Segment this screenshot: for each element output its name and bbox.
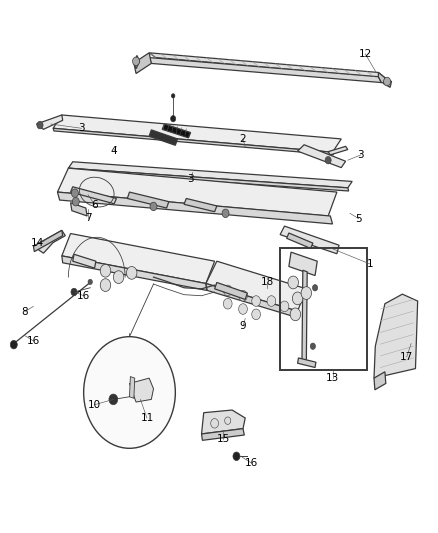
Text: 7: 7 bbox=[85, 213, 92, 223]
Polygon shape bbox=[127, 192, 169, 208]
Polygon shape bbox=[162, 124, 191, 138]
Polygon shape bbox=[33, 230, 63, 252]
Polygon shape bbox=[71, 187, 117, 204]
Polygon shape bbox=[374, 294, 418, 378]
Circle shape bbox=[280, 301, 289, 312]
Text: 1: 1 bbox=[366, 259, 373, 269]
Circle shape bbox=[170, 116, 176, 122]
Polygon shape bbox=[287, 233, 313, 248]
Polygon shape bbox=[328, 147, 348, 155]
Polygon shape bbox=[71, 203, 87, 216]
Circle shape bbox=[310, 343, 315, 350]
Circle shape bbox=[100, 264, 111, 277]
Polygon shape bbox=[53, 115, 341, 152]
Polygon shape bbox=[57, 192, 332, 224]
Polygon shape bbox=[206, 261, 306, 311]
Circle shape bbox=[113, 271, 124, 284]
Polygon shape bbox=[68, 162, 352, 188]
Text: 8: 8 bbox=[21, 306, 28, 317]
Text: 11: 11 bbox=[140, 413, 154, 423]
Polygon shape bbox=[184, 198, 217, 212]
Text: 16: 16 bbox=[27, 336, 40, 346]
Circle shape bbox=[171, 94, 175, 98]
Polygon shape bbox=[68, 168, 349, 191]
Text: 13: 13 bbox=[326, 373, 339, 383]
Bar bbox=[280, 248, 367, 370]
Polygon shape bbox=[57, 168, 337, 216]
Circle shape bbox=[239, 304, 247, 314]
Circle shape bbox=[133, 57, 140, 66]
Text: 3: 3 bbox=[357, 150, 364, 160]
Text: 16: 16 bbox=[245, 458, 258, 468]
Text: 17: 17 bbox=[400, 352, 413, 362]
Circle shape bbox=[223, 285, 232, 296]
Polygon shape bbox=[62, 256, 207, 290]
Polygon shape bbox=[62, 233, 215, 284]
Text: 2: 2 bbox=[240, 134, 246, 144]
Text: 14: 14 bbox=[31, 238, 44, 247]
Text: 18: 18 bbox=[261, 278, 274, 287]
Circle shape bbox=[72, 197, 79, 206]
Polygon shape bbox=[201, 410, 245, 434]
Circle shape bbox=[109, 394, 118, 405]
Circle shape bbox=[100, 279, 111, 292]
Circle shape bbox=[239, 290, 247, 301]
Circle shape bbox=[325, 157, 331, 164]
Polygon shape bbox=[297, 145, 346, 167]
Polygon shape bbox=[53, 128, 333, 155]
Circle shape bbox=[252, 309, 261, 320]
Text: 16: 16 bbox=[77, 290, 90, 301]
Circle shape bbox=[211, 418, 219, 428]
Circle shape bbox=[37, 122, 43, 129]
Polygon shape bbox=[215, 282, 247, 300]
Polygon shape bbox=[206, 284, 299, 318]
Circle shape bbox=[233, 452, 240, 461]
Polygon shape bbox=[149, 53, 385, 78]
Circle shape bbox=[222, 209, 229, 217]
Circle shape bbox=[292, 292, 303, 305]
Text: 10: 10 bbox=[88, 400, 101, 410]
Circle shape bbox=[384, 77, 391, 86]
Polygon shape bbox=[149, 58, 381, 83]
Text: 3: 3 bbox=[187, 174, 194, 184]
Polygon shape bbox=[280, 226, 339, 254]
Polygon shape bbox=[384, 78, 392, 87]
Polygon shape bbox=[289, 252, 317, 276]
Text: 9: 9 bbox=[240, 321, 246, 331]
Polygon shape bbox=[134, 53, 151, 74]
Text: 5: 5 bbox=[355, 214, 362, 224]
Circle shape bbox=[223, 298, 232, 309]
Circle shape bbox=[127, 266, 137, 279]
Circle shape bbox=[225, 417, 231, 424]
Polygon shape bbox=[302, 270, 307, 364]
Polygon shape bbox=[297, 358, 316, 368]
Polygon shape bbox=[36, 115, 63, 130]
Text: 6: 6 bbox=[91, 200, 98, 210]
Polygon shape bbox=[33, 230, 65, 253]
Circle shape bbox=[252, 296, 261, 306]
Polygon shape bbox=[73, 254, 96, 268]
Text: 12: 12 bbox=[359, 49, 372, 59]
Circle shape bbox=[267, 296, 276, 306]
Circle shape bbox=[88, 279, 92, 285]
Text: 4: 4 bbox=[111, 146, 117, 156]
Circle shape bbox=[312, 285, 318, 291]
Circle shape bbox=[150, 202, 157, 211]
Polygon shape bbox=[201, 429, 244, 440]
Polygon shape bbox=[374, 372, 386, 390]
Polygon shape bbox=[134, 55, 140, 69]
Circle shape bbox=[11, 341, 17, 349]
Circle shape bbox=[84, 337, 175, 448]
Circle shape bbox=[71, 189, 78, 197]
Polygon shape bbox=[130, 378, 153, 402]
Polygon shape bbox=[378, 72, 388, 84]
Text: 3: 3 bbox=[78, 123, 85, 133]
Polygon shape bbox=[130, 376, 135, 398]
Text: 15: 15 bbox=[217, 434, 230, 445]
Circle shape bbox=[301, 287, 311, 300]
Circle shape bbox=[71, 288, 77, 296]
Circle shape bbox=[288, 276, 298, 289]
Circle shape bbox=[290, 308, 300, 321]
Polygon shape bbox=[149, 130, 177, 146]
